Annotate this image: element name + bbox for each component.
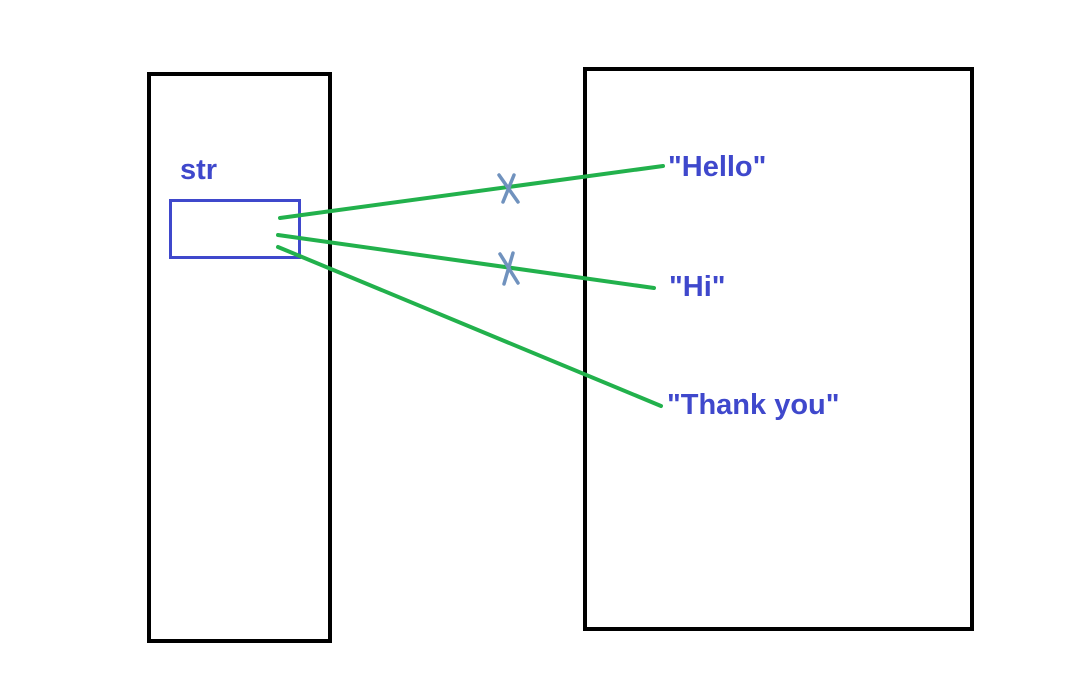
variable-box — [169, 199, 301, 259]
stack-memory-box — [147, 72, 332, 643]
variable-label: str — [180, 154, 218, 186]
string-literal-hello: "Hello" — [668, 151, 767, 183]
reference-line-thank-you — [276, 245, 663, 408]
heap-memory-box — [583, 67, 974, 631]
cross-mark-icon — [498, 251, 520, 286]
string-literal-hi: "Hi" — [669, 271, 726, 303]
reference-line-hi — [276, 233, 656, 290]
reference-line-hello — [278, 164, 665, 220]
string-literal-thank-you: "Thank you" — [667, 389, 840, 421]
cross-mark-icon — [497, 173, 520, 204]
